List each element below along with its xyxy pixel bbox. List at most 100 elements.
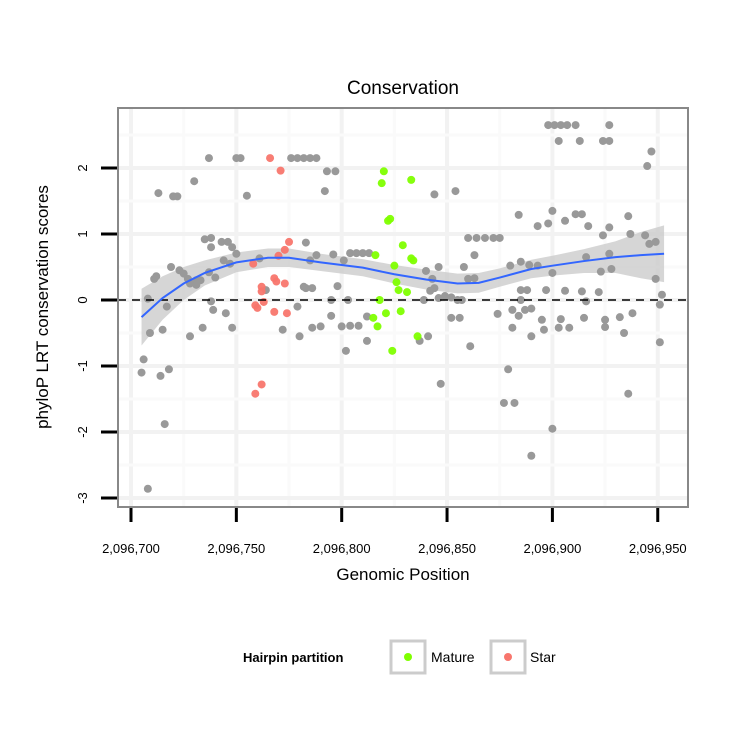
data-point-other <box>158 325 167 334</box>
data-point-other <box>293 302 302 311</box>
data-point-other <box>451 187 460 196</box>
data-point-mature <box>407 254 416 263</box>
data-point-other <box>436 379 445 388</box>
data-point-mature <box>413 332 422 341</box>
data-point-other <box>542 286 551 295</box>
y-axis: 2 1 0 -1 -2 -3 <box>75 164 117 504</box>
data-point-other <box>358 249 367 258</box>
data-point-other <box>527 451 536 460</box>
legend-dot-star <box>504 653 512 661</box>
data-point-other <box>190 177 199 186</box>
data-point-mature <box>377 179 386 188</box>
data-point-other <box>605 136 614 145</box>
data-point-star <box>251 301 260 310</box>
data-point-other <box>582 297 591 306</box>
data-point-other <box>527 304 536 313</box>
data-point-star <box>251 389 260 398</box>
data-point-other <box>312 154 321 163</box>
legend-title: Hairpin partition <box>243 650 343 665</box>
data-point-other <box>301 238 310 247</box>
data-point-star <box>272 277 281 286</box>
data-point-other <box>556 121 565 130</box>
data-point-other <box>287 154 296 163</box>
data-point-other <box>472 233 481 242</box>
data-point-other <box>430 190 439 199</box>
data-point-mature <box>394 286 403 295</box>
data-point-other <box>217 237 226 246</box>
data-point-other <box>504 365 513 374</box>
data-point-other <box>308 284 317 293</box>
plot-panel-border <box>117 107 689 508</box>
data-point-other <box>645 239 654 248</box>
data-point-other <box>556 315 565 324</box>
data-point-other <box>550 121 559 130</box>
data-point-other <box>160 420 169 429</box>
y-tick-label: 0 <box>75 296 90 303</box>
data-point-other <box>620 329 629 337</box>
data-point-star <box>285 237 294 246</box>
data-point-other <box>601 323 610 332</box>
data-point-star <box>276 166 285 175</box>
grid-lines <box>118 108 688 507</box>
x-axis: 2,096,700 2,096,750 2,096,800 2,096,850 2,09… <box>102 508 687 556</box>
confidence-band <box>141 225 665 346</box>
data-point-other <box>544 219 553 228</box>
data-point-other <box>362 312 371 321</box>
data-point-other <box>655 300 664 309</box>
y-axis-title: phyloP LRT conservation scores <box>33 185 52 429</box>
legend-entry-mature: Mature <box>389 639 475 675</box>
data-point-other <box>544 121 553 130</box>
data-point-mature <box>369 313 378 322</box>
data-point-other <box>655 338 664 347</box>
data-point-star <box>282 309 291 318</box>
y-tick-label: -2 <box>75 426 90 438</box>
smooth-line <box>140 252 665 318</box>
data-point-other <box>480 233 489 242</box>
data-point-other <box>628 309 637 318</box>
x-axis-title: Genomic Position <box>336 565 469 584</box>
data-point-other <box>525 261 534 270</box>
data-point-star <box>266 154 275 163</box>
data-point-other <box>470 274 479 283</box>
data-point-other <box>232 249 241 258</box>
data-point-other <box>154 189 163 198</box>
x-tick-label: 2,096,700 <box>102 541 160 556</box>
data-point-other <box>143 484 152 493</box>
data-point-mature <box>381 309 390 318</box>
x-tick-label: 2,096,750 <box>207 541 265 556</box>
data-point-other <box>508 323 517 332</box>
data-point-other <box>228 243 237 252</box>
data-point-other <box>207 233 216 242</box>
data-point-other <box>459 263 468 271</box>
data-point-other <box>601 315 610 324</box>
data-point-other <box>624 212 633 221</box>
data-point-other <box>548 424 557 433</box>
data-point-other <box>295 332 304 341</box>
data-point-other <box>565 323 574 332</box>
data-point-mature <box>371 251 380 260</box>
data-point-other <box>493 309 502 318</box>
data-point-mature <box>403 288 412 297</box>
data-point-mature <box>390 261 399 270</box>
data-point-other <box>575 136 584 145</box>
data-point-star <box>249 259 258 268</box>
data-point-other <box>293 154 302 163</box>
data-point-other <box>434 294 443 303</box>
data-point-other <box>354 321 363 330</box>
data-point-other <box>196 276 205 285</box>
x-tick-label: 2,096,950 <box>629 541 687 556</box>
x-tick-label: 2,096,900 <box>523 541 581 556</box>
data-point-other <box>626 230 635 238</box>
data-point-other <box>577 210 586 219</box>
legend-entry-star: Star <box>489 639 556 675</box>
data-point-other <box>352 249 361 258</box>
data-point-mature <box>386 214 395 223</box>
data-point-other <box>139 355 148 364</box>
y-tick-label: -3 <box>75 492 90 504</box>
data-point-other <box>228 323 237 332</box>
data-point-star <box>280 245 289 254</box>
data-point-other <box>516 257 525 266</box>
data-point-other <box>173 192 182 201</box>
legend-key-mature <box>389 639 427 675</box>
